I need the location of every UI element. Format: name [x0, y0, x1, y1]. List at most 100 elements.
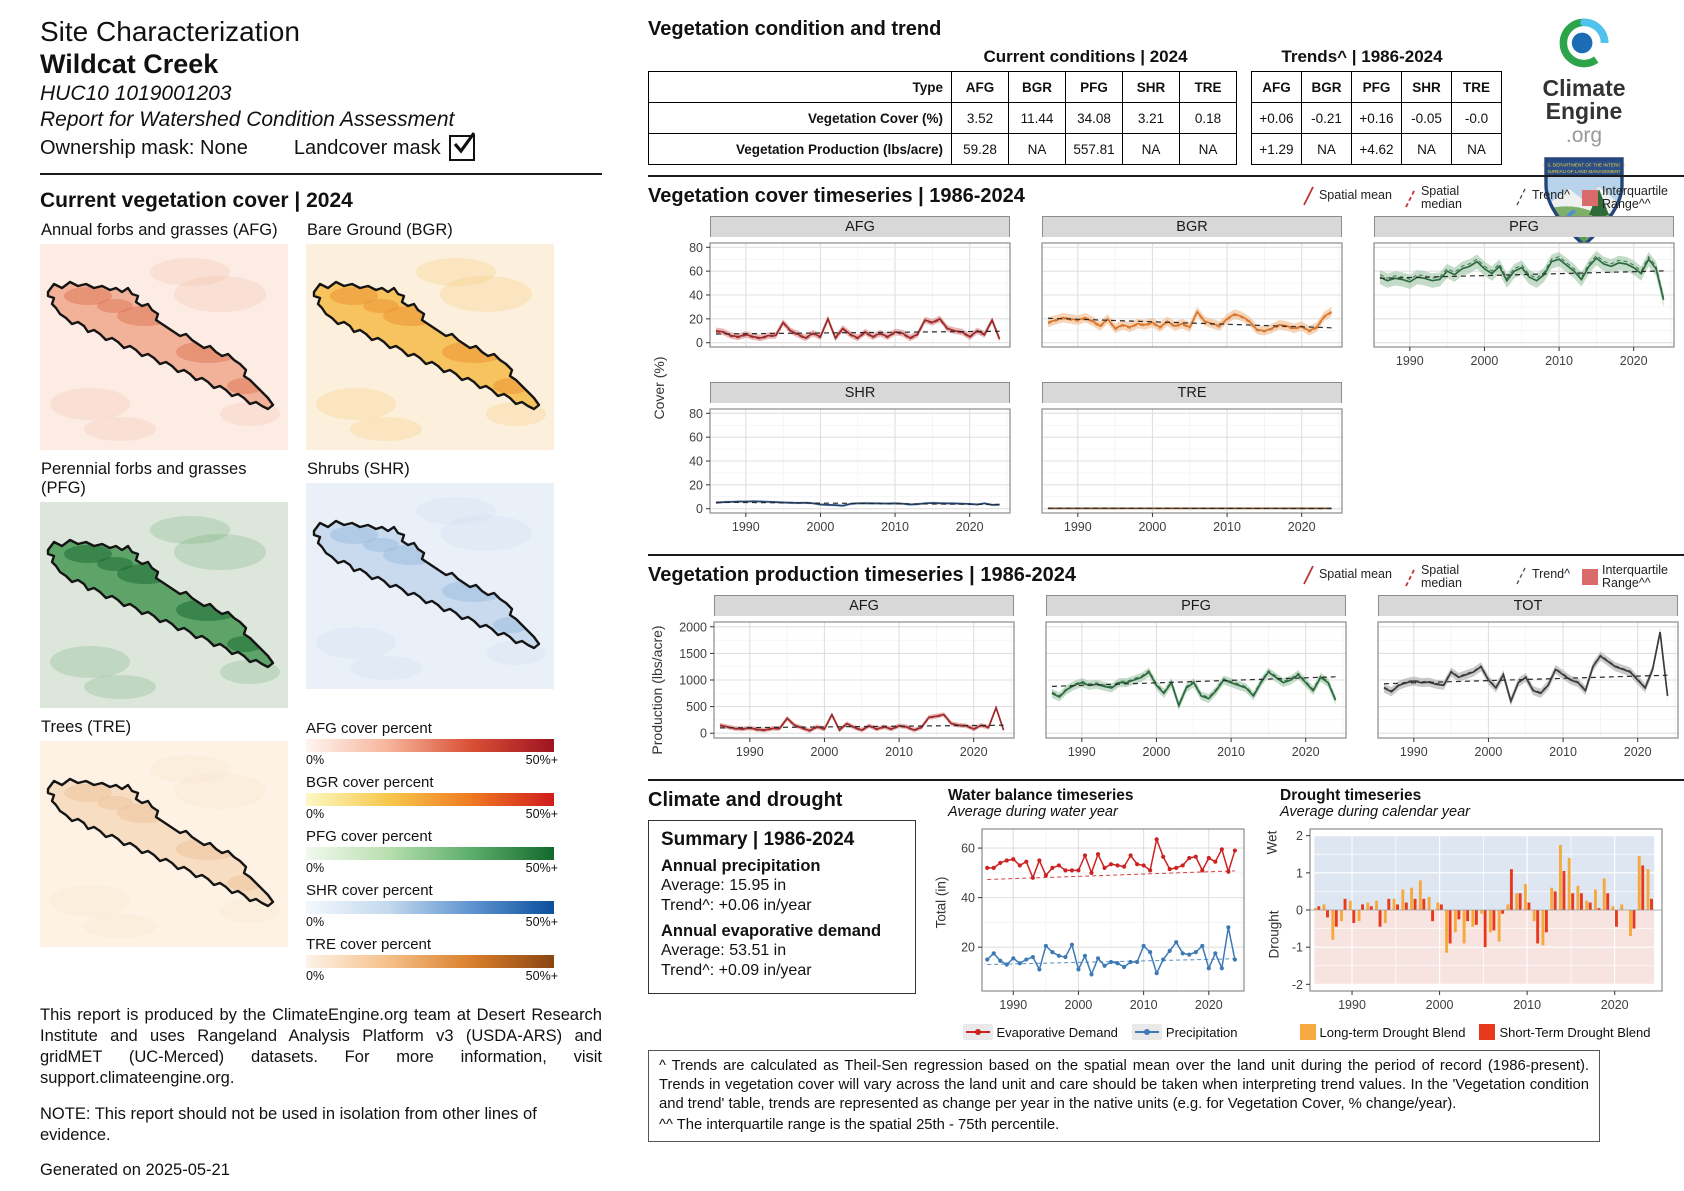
- legend-tre: TRE cover percent 0% 50%+: [306, 936, 558, 984]
- dashed-gray-line-icon: [1516, 565, 1527, 585]
- svg-text:60: 60: [689, 431, 703, 445]
- trends-header: Trends^ | 1986-2024: [1281, 47, 1443, 66]
- brand-line1: Climate: [1542, 75, 1626, 101]
- mask-row: Ownership mask: None Landcover mask: [40, 132, 602, 176]
- bgr-cover-map: [306, 244, 554, 451]
- svg-text:0: 0: [1296, 904, 1303, 918]
- afg-gradient-bar: [306, 739, 554, 753]
- svg-text:2020: 2020: [960, 745, 988, 759]
- svg-text:20: 20: [689, 478, 703, 492]
- solid-line-icon: [1303, 186, 1314, 206]
- cover-chart-bgr: BGR: [1032, 216, 1350, 378]
- cover-chart-afg: AFG 0 20 40 60 80: [670, 216, 1018, 378]
- cover-row: Vegetation Cover (%) 3.52 11.44 34.08 3.…: [648, 102, 1237, 134]
- map-pfg: Perennial forbs and grasses (PFG): [40, 460, 292, 709]
- evap-title: Annual evaporative demand: [661, 921, 882, 940]
- svg-text:2010: 2010: [881, 520, 909, 534]
- cover-chart-tre: TRE 1990 2000 2010 2020: [1032, 382, 1350, 544]
- pfg-cover-map: [40, 502, 288, 709]
- afg-cover-map: [40, 244, 288, 451]
- table-cell: +1.29: [1251, 133, 1302, 165]
- trends-table: AFG BGR PFG SHR TRE +0.06 -0.21 +0.16 -0…: [1251, 71, 1502, 165]
- legend-trend: Trend^: [1515, 185, 1570, 207]
- cover-legends: AFG cover percent 0% 50%+ BGR cover perce…: [306, 718, 558, 983]
- table-cell: -0.21: [1301, 102, 1352, 134]
- svg-text:0: 0: [700, 727, 707, 741]
- svg-text:80: 80: [689, 241, 703, 255]
- production-trends-row: +1.29 NA +4.62 NA NA: [1251, 133, 1502, 165]
- svg-text:2010: 2010: [1213, 520, 1241, 534]
- svg-text:0: 0: [696, 502, 703, 516]
- note-text: NOTE: This report should not be used in …: [40, 1104, 537, 1144]
- svg-text:2000: 2000: [679, 620, 707, 634]
- short-term-swatch-icon: [1479, 1024, 1496, 1041]
- badge-text-2: BUREAU OF LAND MANAGEMENT: [1547, 169, 1622, 174]
- prod-chart-afg: AFG 0 500 1000 1500 2000 1990 2000 2010 2020: [670, 595, 1022, 769]
- svg-text:-1: -1: [1292, 941, 1303, 955]
- svg-text:2020: 2020: [1292, 745, 1320, 759]
- table-cell: NA: [1122, 133, 1180, 165]
- legend-bgr: BGR cover percent 0% 50%+: [306, 774, 558, 822]
- svg-text:60: 60: [961, 842, 975, 856]
- badge-text-1: U.S. DEPARTMENT OF THE INTERIOR: [1543, 163, 1626, 168]
- page-title: Site Characterization: [40, 16, 300, 47]
- svg-text:2000: 2000: [1143, 745, 1171, 759]
- svg-text:2000: 2000: [1139, 520, 1167, 534]
- prod-ts-title: Vegetation production timeseries | 1986-…: [648, 564, 1076, 586]
- drought-axis-label: Drought: [1266, 910, 1282, 959]
- water-balance-legend: Evaporative Demand Precipitation: [948, 1024, 1252, 1041]
- brand-line2: Engine: [1545, 98, 1623, 125]
- svg-text:2000: 2000: [807, 520, 835, 534]
- dashed-red-line-icon: [1405, 188, 1416, 208]
- left-column: Site Characterization Wildcat Creek HUC1…: [40, 16, 602, 1191]
- landcover-mask-checkbox[interactable]: [448, 132, 475, 162]
- checkmark-icon: [453, 132, 475, 154]
- cover-timeseries-section: Vegetation cover timeseries | 1986-2024 …: [648, 175, 1684, 544]
- long-term-swatch-icon: [1299, 1024, 1316, 1041]
- production-y-axis-label: Production (lbs/acre): [649, 625, 665, 755]
- drought-block: Drought timeseries Average during calend…: [1264, 787, 1670, 1041]
- wet-axis-label: Wet: [1264, 830, 1280, 855]
- condition-tables: Type AFG BGR PFG SHR TRE Vegetation Cove…: [648, 71, 1684, 165]
- svg-text:2000: 2000: [1471, 354, 1499, 368]
- evap-trend: Trend^: +0.09 in/year: [661, 961, 812, 979]
- precip-key-icon: [1131, 1024, 1162, 1041]
- map-bgr: Bare Ground (BGR): [306, 221, 558, 451]
- site-name: Wildcat Creek: [40, 49, 219, 80]
- footnote-trends: ^ Trends are calculated as Theil-Sen reg…: [659, 1058, 1589, 1113]
- credits-text: This report is produced by the ClimateEn…: [40, 1006, 602, 1088]
- svg-text:1990: 1990: [1338, 998, 1366, 1012]
- table-cell: 11.44: [1008, 102, 1066, 134]
- current-conditions-header: Current conditions | 2024: [983, 47, 1188, 66]
- current-conditions-table: Type AFG BGR PFG SHR TRE Vegetation Cove…: [648, 71, 1237, 165]
- table-cell: -0.05: [1401, 102, 1452, 134]
- svg-text:80: 80: [689, 407, 703, 421]
- svg-text:20: 20: [961, 941, 975, 955]
- svg-text:2010: 2010: [1217, 745, 1245, 759]
- legend-spatial-mean: Spatial mean: [1302, 185, 1392, 207]
- svg-text:1990: 1990: [1068, 745, 1096, 759]
- ownership-mask-label: Ownership mask: None: [40, 136, 248, 159]
- cover-chart-shr: SHR 0 20 40 60 80 1990 2000 2010 2020: [670, 382, 1018, 544]
- svg-text:40: 40: [961, 892, 975, 906]
- evap-demand-key-icon: [962, 1024, 993, 1041]
- table-cell: NA: [1451, 133, 1502, 165]
- svg-text:1990: 1990: [732, 520, 760, 534]
- legend-afg: AFG cover percent 0% 50%+: [306, 720, 558, 768]
- cover-maps-grid: Annual forbs and grasses (AFG) Bare Grou…: [40, 221, 602, 983]
- footnote-box: ^ Trends are calculated as Theil-Sen reg…: [648, 1050, 1600, 1143]
- solid-line-icon: [1303, 565, 1314, 585]
- iqr-swatch-icon: [1582, 569, 1598, 586]
- drought-chart: -2 -1 0 1 2 1990 2000 2010 2020: [1292, 828, 1663, 1012]
- cover-maps-section-title: Current vegetation cover | 2024: [40, 189, 353, 213]
- dashed-red-line-icon: [1405, 567, 1416, 587]
- table-cell: +0.16: [1351, 102, 1402, 134]
- brand-org: .org: [1565, 123, 1603, 147]
- condition-section-title: Vegetation condition and trend: [648, 18, 942, 40]
- map-bgr-label: Bare Ground (BGR): [307, 221, 453, 240]
- table-cell: 3.52: [951, 102, 1009, 134]
- svg-text:2020: 2020: [1620, 354, 1648, 368]
- evap-average: Average: 53.51 in: [661, 941, 787, 959]
- map-tre: Trees (TRE): [40, 718, 292, 983]
